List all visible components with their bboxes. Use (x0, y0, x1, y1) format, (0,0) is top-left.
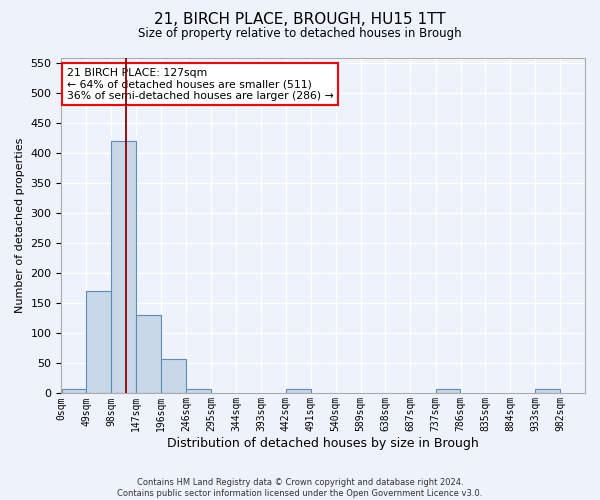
Bar (161, 358, 185, 394)
X-axis label: Distribution of detached houses by size in Brough: Distribution of detached houses by size … (167, 437, 479, 450)
Text: 21 BIRCH PLACE: 127sqm
← 64% of detached houses are smaller (511)
36% of semi-de: 21 BIRCH PLACE: 127sqm ← 64% of detached… (67, 68, 334, 101)
Bar (436, 388, 460, 394)
Bar (136, 316, 161, 394)
Bar (187, 388, 211, 394)
Bar (286, 388, 311, 394)
Bar (62, 388, 86, 394)
Bar (86, 292, 111, 394)
Bar (111, 142, 136, 394)
Text: Size of property relative to detached houses in Brough: Size of property relative to detached ho… (138, 28, 462, 40)
Text: 21, BIRCH PLACE, BROUGH, HU15 1TT: 21, BIRCH PLACE, BROUGH, HU15 1TT (154, 12, 446, 28)
Bar (535, 388, 560, 394)
Text: Contains HM Land Registry data © Crown copyright and database right 2024.
Contai: Contains HM Land Registry data © Crown c… (118, 478, 482, 498)
Y-axis label: Number of detached properties: Number of detached properties (15, 138, 25, 313)
